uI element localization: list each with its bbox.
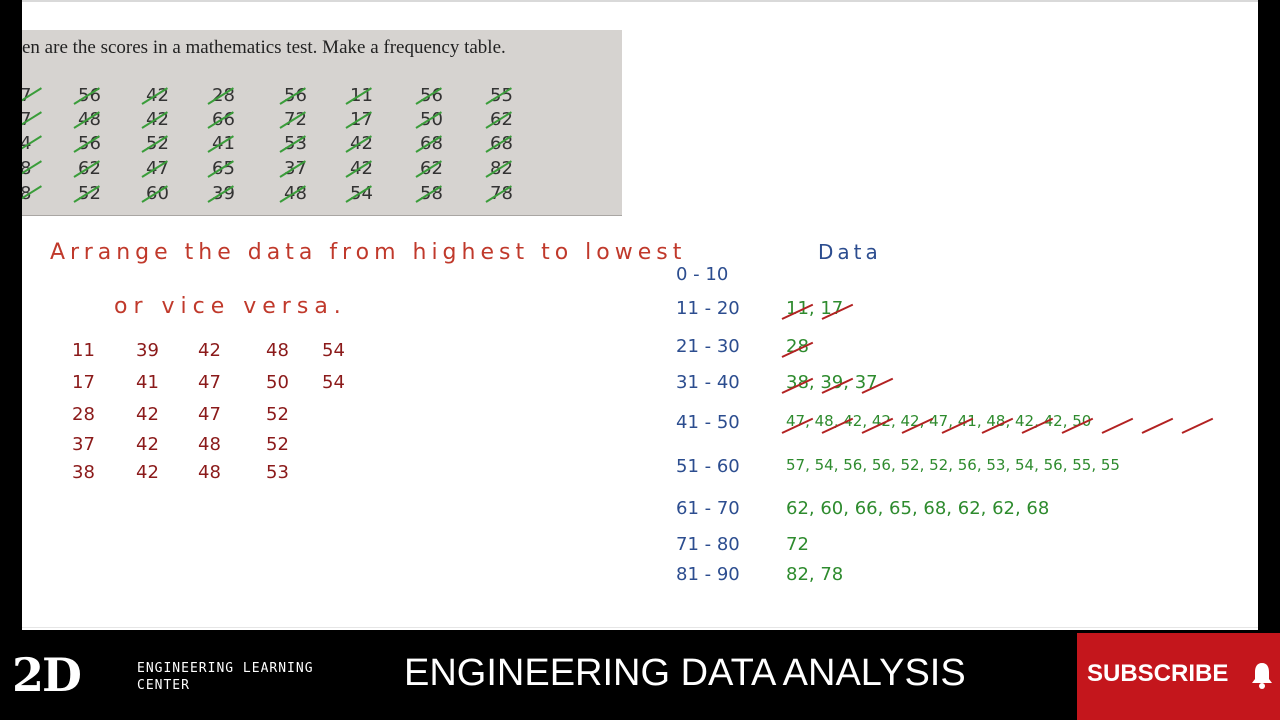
- sorted-score: 52: [266, 404, 289, 425]
- class-interval: 81 - 90: [676, 564, 740, 585]
- sorted-score: 41: [136, 372, 159, 393]
- sorted-score: 47: [198, 404, 221, 425]
- sorted-score: 17: [72, 372, 95, 393]
- logo-text-line-2: CENTER: [137, 678, 190, 693]
- sorted-score: 39: [136, 340, 159, 361]
- strike-mark: [1101, 417, 1134, 434]
- class-interval: 51 - 60: [676, 456, 740, 477]
- interval-data: 11, 17: [786, 298, 844, 319]
- sorted-score: 54: [322, 340, 345, 361]
- sorted-score: 54: [322, 372, 345, 393]
- strike-mark: [1181, 417, 1214, 434]
- video-footer-bar: [0, 630, 1280, 720]
- board-bottom-border: [22, 627, 1258, 628]
- whiteboard-canvas: en are the scores in a mathematics test.…: [22, 0, 1258, 630]
- class-interval: 11 - 20: [676, 298, 740, 319]
- video-title: ENGINEERING DATA ANALYSIS: [404, 652, 966, 694]
- sorted-score: 42: [136, 404, 159, 425]
- class-interval: 31 - 40: [676, 372, 740, 393]
- video-letterbox-left: [0, 0, 22, 630]
- sorted-score: 42: [198, 340, 221, 361]
- class-interval: 21 - 30: [676, 336, 740, 357]
- interval-data: 38, 39, 37: [786, 372, 878, 393]
- bell-icon: [1252, 663, 1272, 689]
- sorted-score: 37: [72, 434, 95, 455]
- class-interval: 61 - 70: [676, 498, 740, 519]
- class-interval: 71 - 80: [676, 534, 740, 555]
- sorted-score: 50: [266, 372, 289, 393]
- class-interval: 41 - 50: [676, 412, 740, 433]
- sorted-score: 28: [72, 404, 95, 425]
- subscribe-label: SUBSCRIBE: [1087, 660, 1229, 687]
- channel-logo: 2D: [12, 648, 82, 702]
- problem-title: en are the scores in a mathematics test.…: [22, 37, 506, 58]
- interval-data: 62, 60, 66, 65, 68, 62, 62, 68: [786, 498, 1050, 519]
- instruction-line-1: Arrange the data from highest to lowest: [50, 240, 687, 265]
- subscribe-button[interactable]: SUBSCRIBE: [1077, 633, 1280, 720]
- sorted-score: 52: [266, 434, 289, 455]
- channel-logo-text: ENGINEERING LEARNING CENTER: [137, 660, 314, 694]
- video-letterbox-right: [1258, 0, 1280, 630]
- interval-data: 57, 54, 56, 56, 52, 52, 56, 53, 54, 56, …: [786, 456, 1120, 474]
- sorted-score: 38: [72, 462, 95, 483]
- sorted-score: 42: [136, 462, 159, 483]
- logo-text-line-1: ENGINEERING LEARNING: [137, 661, 314, 676]
- sorted-score: 48: [198, 434, 221, 455]
- sorted-score: 53: [266, 462, 289, 483]
- sorted-score: 48: [266, 340, 289, 361]
- table-header-data: Data: [818, 240, 882, 264]
- problem-photo: en are the scores in a mathematics test.…: [22, 30, 622, 216]
- sorted-score: 48: [198, 462, 221, 483]
- instruction-line-2: or vice versa.: [114, 294, 347, 319]
- board-top-border: [22, 0, 1258, 2]
- sorted-score: 11: [72, 340, 95, 361]
- interval-data: 82, 78: [786, 564, 844, 585]
- strike-mark: [1141, 417, 1174, 434]
- sorted-score: 47: [198, 372, 221, 393]
- sorted-score: 42: [136, 434, 159, 455]
- interval-data: 72: [786, 534, 809, 555]
- interval-data: 47, 48, 42, 42, 42, 47, 41, 48, 42, 42, …: [786, 412, 1092, 430]
- class-interval: 0 - 10: [676, 264, 729, 285]
